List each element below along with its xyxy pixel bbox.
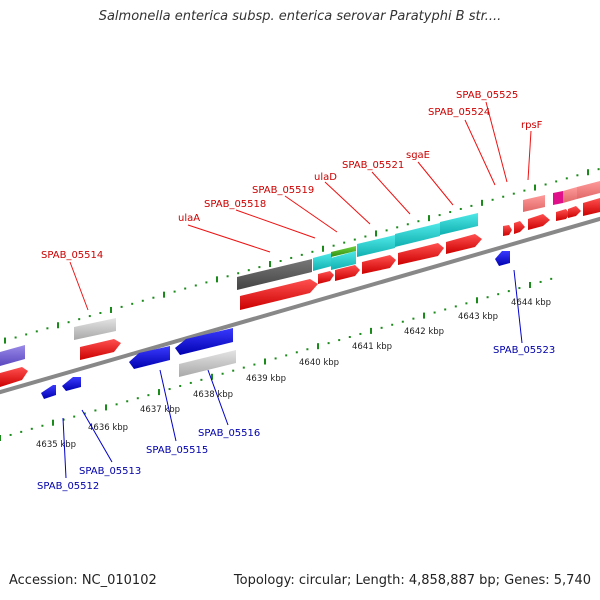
gene-forward[interactable] xyxy=(398,243,444,265)
gene-highlight[interactable] xyxy=(313,253,332,271)
gene-pseudo[interactable] xyxy=(74,318,116,340)
gene-label-SPAB_05523[interactable]: SPAB_05523 xyxy=(493,345,555,356)
gene-label-SPAB_05516[interactable]: SPAB_05516 xyxy=(198,428,260,439)
gene-track xyxy=(0,181,600,399)
gene-forward[interactable] xyxy=(362,255,396,274)
gene-label-SPAB_05519[interactable]: SPAB_05519 xyxy=(252,185,314,196)
gene-highlight[interactable] xyxy=(395,223,440,247)
gene-dark[interactable] xyxy=(237,259,312,290)
gene-label-SPAB_05514[interactable]: SPAB_05514 xyxy=(41,250,103,261)
gene-label-SPAB_05515[interactable]: SPAB_05515 xyxy=(146,445,208,456)
gene-label-SPAB_05518[interactable]: SPAB_05518 xyxy=(204,199,266,210)
gene-forward[interactable] xyxy=(528,214,550,230)
gene-reverse[interactable] xyxy=(41,385,56,399)
kbp-axis-labels: 4635 kbp 4636 kbp 4637 kbp 4638 kbp 4639… xyxy=(36,298,551,450)
gene-purple[interactable] xyxy=(0,345,25,366)
gene-label-SPAB_05513[interactable]: SPAB_05513 xyxy=(79,466,141,477)
kbp-tick-label: 4641 kbp xyxy=(352,342,392,352)
gene-forward[interactable] xyxy=(0,367,28,387)
gene-forward[interactable] xyxy=(446,234,482,254)
gene-highlight[interactable] xyxy=(440,213,478,235)
kbp-tick-label: 4636 kbp xyxy=(88,423,128,433)
gene-forward[interactable] xyxy=(583,198,600,216)
kbp-tick-label: 4644 kbp xyxy=(511,298,551,308)
gene-forward[interactable] xyxy=(240,279,318,310)
gene-reverse[interactable] xyxy=(62,377,81,391)
bottom-tick-track xyxy=(0,277,553,441)
gene-forward[interactable] xyxy=(568,206,581,218)
kbp-tick-label: 4642 kbp xyxy=(404,327,444,337)
gene-highlight[interactable] xyxy=(357,235,395,257)
gene-pseudo[interactable] xyxy=(179,350,236,377)
topology-text: Topology: circular; Length: 4,858,887 bp… xyxy=(233,573,591,588)
kbp-tick-label: 4638 kbp xyxy=(193,390,233,400)
map-title: Salmonella enterica subsp. enterica sero… xyxy=(98,9,502,24)
top-gene-labels: SPAB_05514 ulaA SPAB_05518 SPAB_05519 ul… xyxy=(41,90,543,261)
gene-magenta[interactable] xyxy=(553,191,563,205)
gene-forward[interactable] xyxy=(514,221,525,234)
gene-forward[interactable] xyxy=(556,209,570,221)
gene-label-SPAB_05512[interactable]: SPAB_05512 xyxy=(37,481,99,492)
top-tick-track xyxy=(4,168,600,344)
gene-reverse[interactable] xyxy=(129,346,170,369)
kbp-tick-label: 4643 kbp xyxy=(458,312,498,322)
gene-forward[interactable] xyxy=(80,339,121,360)
gene-label-sgaE[interactable]: sgaE xyxy=(406,150,430,161)
kbp-tick-label: 4639 kbp xyxy=(246,374,286,384)
gene-label-ulaD[interactable]: ulaD xyxy=(314,172,337,183)
gene-label-SPAB_05525[interactable]: SPAB_05525 xyxy=(456,90,518,101)
gene-label-SPAB_05521[interactable]: SPAB_05521 xyxy=(342,160,404,171)
gene-forward[interactable] xyxy=(318,271,334,284)
gene-forward[interactable] xyxy=(335,265,360,281)
kbp-tick-label: 4635 kbp xyxy=(36,440,76,450)
kbp-tick-label: 4637 kbp xyxy=(140,405,180,415)
bottom-label-leaders xyxy=(62,269,523,479)
kbp-tick-label: 4640 kbp xyxy=(299,358,339,368)
gene-reverse[interactable] xyxy=(175,328,233,355)
gene-pink[interactable] xyxy=(577,181,600,199)
gene-label-ulaA[interactable]: ulaA xyxy=(178,213,200,224)
bottom-gene-labels: SPAB_05512 SPAB_05513 SPAB_05515 SPAB_05… xyxy=(37,345,555,492)
gene-label-SPAB_05524[interactable]: SPAB_05524 xyxy=(428,107,490,118)
genome-backbone xyxy=(0,216,600,395)
top-label-leaders xyxy=(69,101,532,311)
gene-label-rpsF[interactable]: rpsF xyxy=(521,120,543,131)
gene-forward[interactable] xyxy=(503,225,512,236)
gene-pink[interactable] xyxy=(523,195,545,212)
gene-reverse[interactable] xyxy=(495,251,510,266)
gene-highlight[interactable] xyxy=(331,246,356,257)
accession-text: Accession: NC_010102 xyxy=(9,573,157,588)
gene-highlight[interactable] xyxy=(331,251,356,270)
gene-pink[interactable] xyxy=(563,187,577,203)
